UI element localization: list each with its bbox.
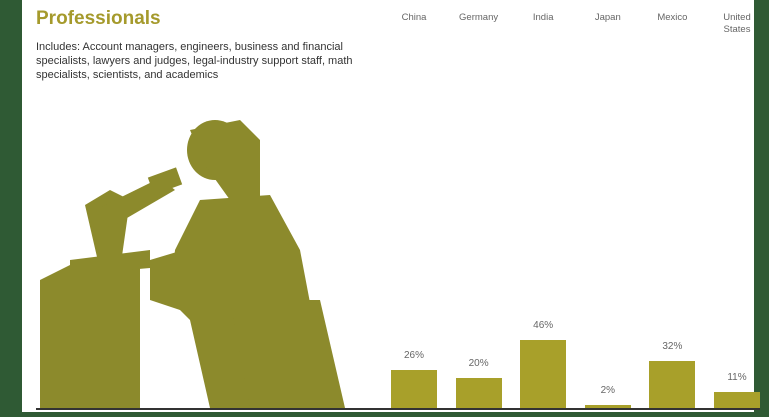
value-label: 32% <box>662 340 683 352</box>
x-tick-label: China <box>401 12 427 23</box>
bar <box>391 369 437 408</box>
x-tick-label: United States <box>723 12 751 35</box>
x-tick-label: Japan <box>594 12 621 23</box>
x-tick-label: India <box>532 12 554 23</box>
baseline <box>36 408 760 410</box>
bar <box>584 405 631 408</box>
value-label: 2% <box>600 385 616 397</box>
value-label: 11% <box>727 371 747 383</box>
bar <box>520 339 567 408</box>
x-tick-label: Mexico <box>657 12 688 23</box>
bar <box>649 360 696 408</box>
bar <box>714 391 760 408</box>
bar <box>455 378 502 408</box>
value-label: 46% <box>533 319 554 331</box>
chart-title: Professionals <box>36 8 161 29</box>
chart-subtitle: Includes: Account managers, engineers, b… <box>36 41 353 81</box>
value-label: 20% <box>468 358 489 370</box>
value-label: 26% <box>403 349 424 361</box>
x-tick-label: Germany <box>459 12 499 23</box>
